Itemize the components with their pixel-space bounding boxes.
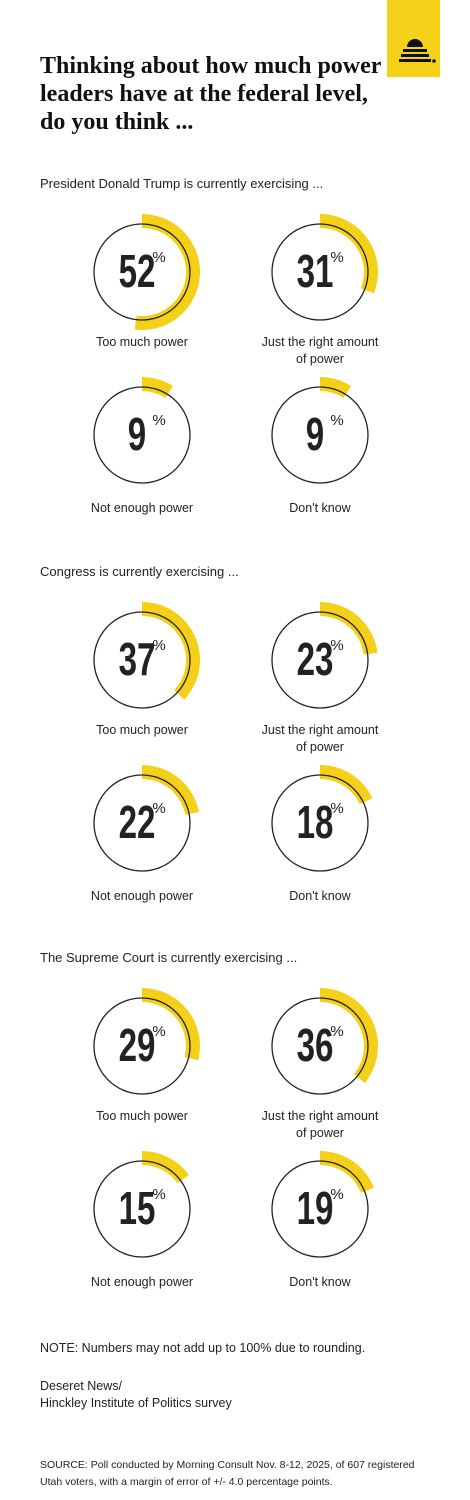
value-group: 18 xyxy=(297,798,334,848)
section-title: President Donald Trump is currently exer… xyxy=(40,176,324,191)
value-unit: % xyxy=(330,412,343,429)
value-label: 52 xyxy=(119,247,156,297)
gauge-ring xyxy=(271,386,369,484)
logo-box xyxy=(387,0,440,77)
value-unit: % xyxy=(330,1023,343,1040)
gauge-arc xyxy=(142,988,201,1061)
value-unit: % xyxy=(152,249,165,266)
value-label: 9 xyxy=(128,410,146,460)
credit: Hinckley Institute of Politics survey xyxy=(40,1396,232,1410)
gauge-ring xyxy=(271,774,369,872)
category-label: Just the right amount of power xyxy=(261,1109,379,1140)
gauge-ring xyxy=(93,774,191,872)
value-unit: % xyxy=(330,1186,343,1203)
category-label: Not enough power xyxy=(90,1275,194,1289)
category-label: Just the right amount of power xyxy=(261,723,379,754)
category-label: Too much power xyxy=(96,335,188,349)
category-label: Not enough power xyxy=(90,889,194,903)
value-unit: % xyxy=(152,1186,165,1203)
value-group: 15 xyxy=(119,1184,156,1234)
gauge-ring xyxy=(93,1160,191,1258)
category-label: Not enough power xyxy=(90,501,194,515)
value-unit: % xyxy=(152,800,165,817)
gauge-arc xyxy=(320,602,378,655)
gauge-arc xyxy=(320,988,379,1083)
value-group: 22 xyxy=(119,798,156,848)
gauge-ring xyxy=(271,611,369,709)
value-label: 31 xyxy=(297,247,334,297)
gauge-arc xyxy=(134,214,200,330)
gauge-ring xyxy=(93,611,191,709)
category-label: Too much power xyxy=(96,723,188,737)
category-label: Don't know xyxy=(289,1275,351,1289)
value-unit: % xyxy=(152,637,165,654)
gauge-ring xyxy=(271,223,369,321)
value-unit: % xyxy=(330,637,343,654)
value-label: 29 xyxy=(119,1021,156,1071)
value-group: 36 xyxy=(297,1021,334,1071)
note: NOTE: Numbers may not add up to 100% due… xyxy=(40,1341,366,1355)
gauge-arc xyxy=(320,214,378,294)
value-label: 23 xyxy=(297,635,334,685)
logo-icon xyxy=(399,39,436,63)
value-group: 52 xyxy=(119,247,156,297)
value-group: 9 xyxy=(128,410,146,460)
value-group: 37 xyxy=(119,635,156,685)
value-unit: % xyxy=(152,1023,165,1040)
value-label: 9 xyxy=(306,410,324,460)
category-label: Don't know xyxy=(289,501,351,515)
value-group: 23 xyxy=(297,635,334,685)
gauge-ring xyxy=(271,1160,369,1258)
value-group: 31 xyxy=(297,247,334,297)
value-unit: % xyxy=(330,800,343,817)
value-label: 19 xyxy=(297,1184,334,1234)
page-title: Thinking about how much power leaders ha… xyxy=(40,53,381,135)
gauge-ring xyxy=(93,386,191,484)
value-group: 19 xyxy=(297,1184,334,1234)
value-group: 9 xyxy=(306,410,324,460)
category-label: Too much power xyxy=(96,1109,188,1123)
value-label: 36 xyxy=(297,1021,334,1071)
gauge-ring xyxy=(271,997,369,1095)
gauge-ring xyxy=(93,223,191,321)
category-label: Don't know xyxy=(289,889,351,903)
value-label: 18 xyxy=(297,798,334,848)
value-unit: % xyxy=(152,412,165,429)
section-title: The Supreme Court is currently exercisin… xyxy=(40,950,298,965)
value-unit: % xyxy=(330,249,343,266)
gauge-arc xyxy=(142,602,200,700)
value-label: 22 xyxy=(119,798,156,848)
section-title: Congress is currently exercising ... xyxy=(40,564,239,579)
value-group: 29 xyxy=(119,1021,156,1071)
gauge-ring xyxy=(93,997,191,1095)
credit: Deseret News/ xyxy=(40,1379,122,1393)
source: SOURCE: Poll conducted by Morning Consul… xyxy=(40,1459,415,1488)
category-label: Just the right amount of power xyxy=(261,335,379,366)
value-label: 15 xyxy=(119,1184,156,1234)
value-label: 37 xyxy=(119,635,156,685)
